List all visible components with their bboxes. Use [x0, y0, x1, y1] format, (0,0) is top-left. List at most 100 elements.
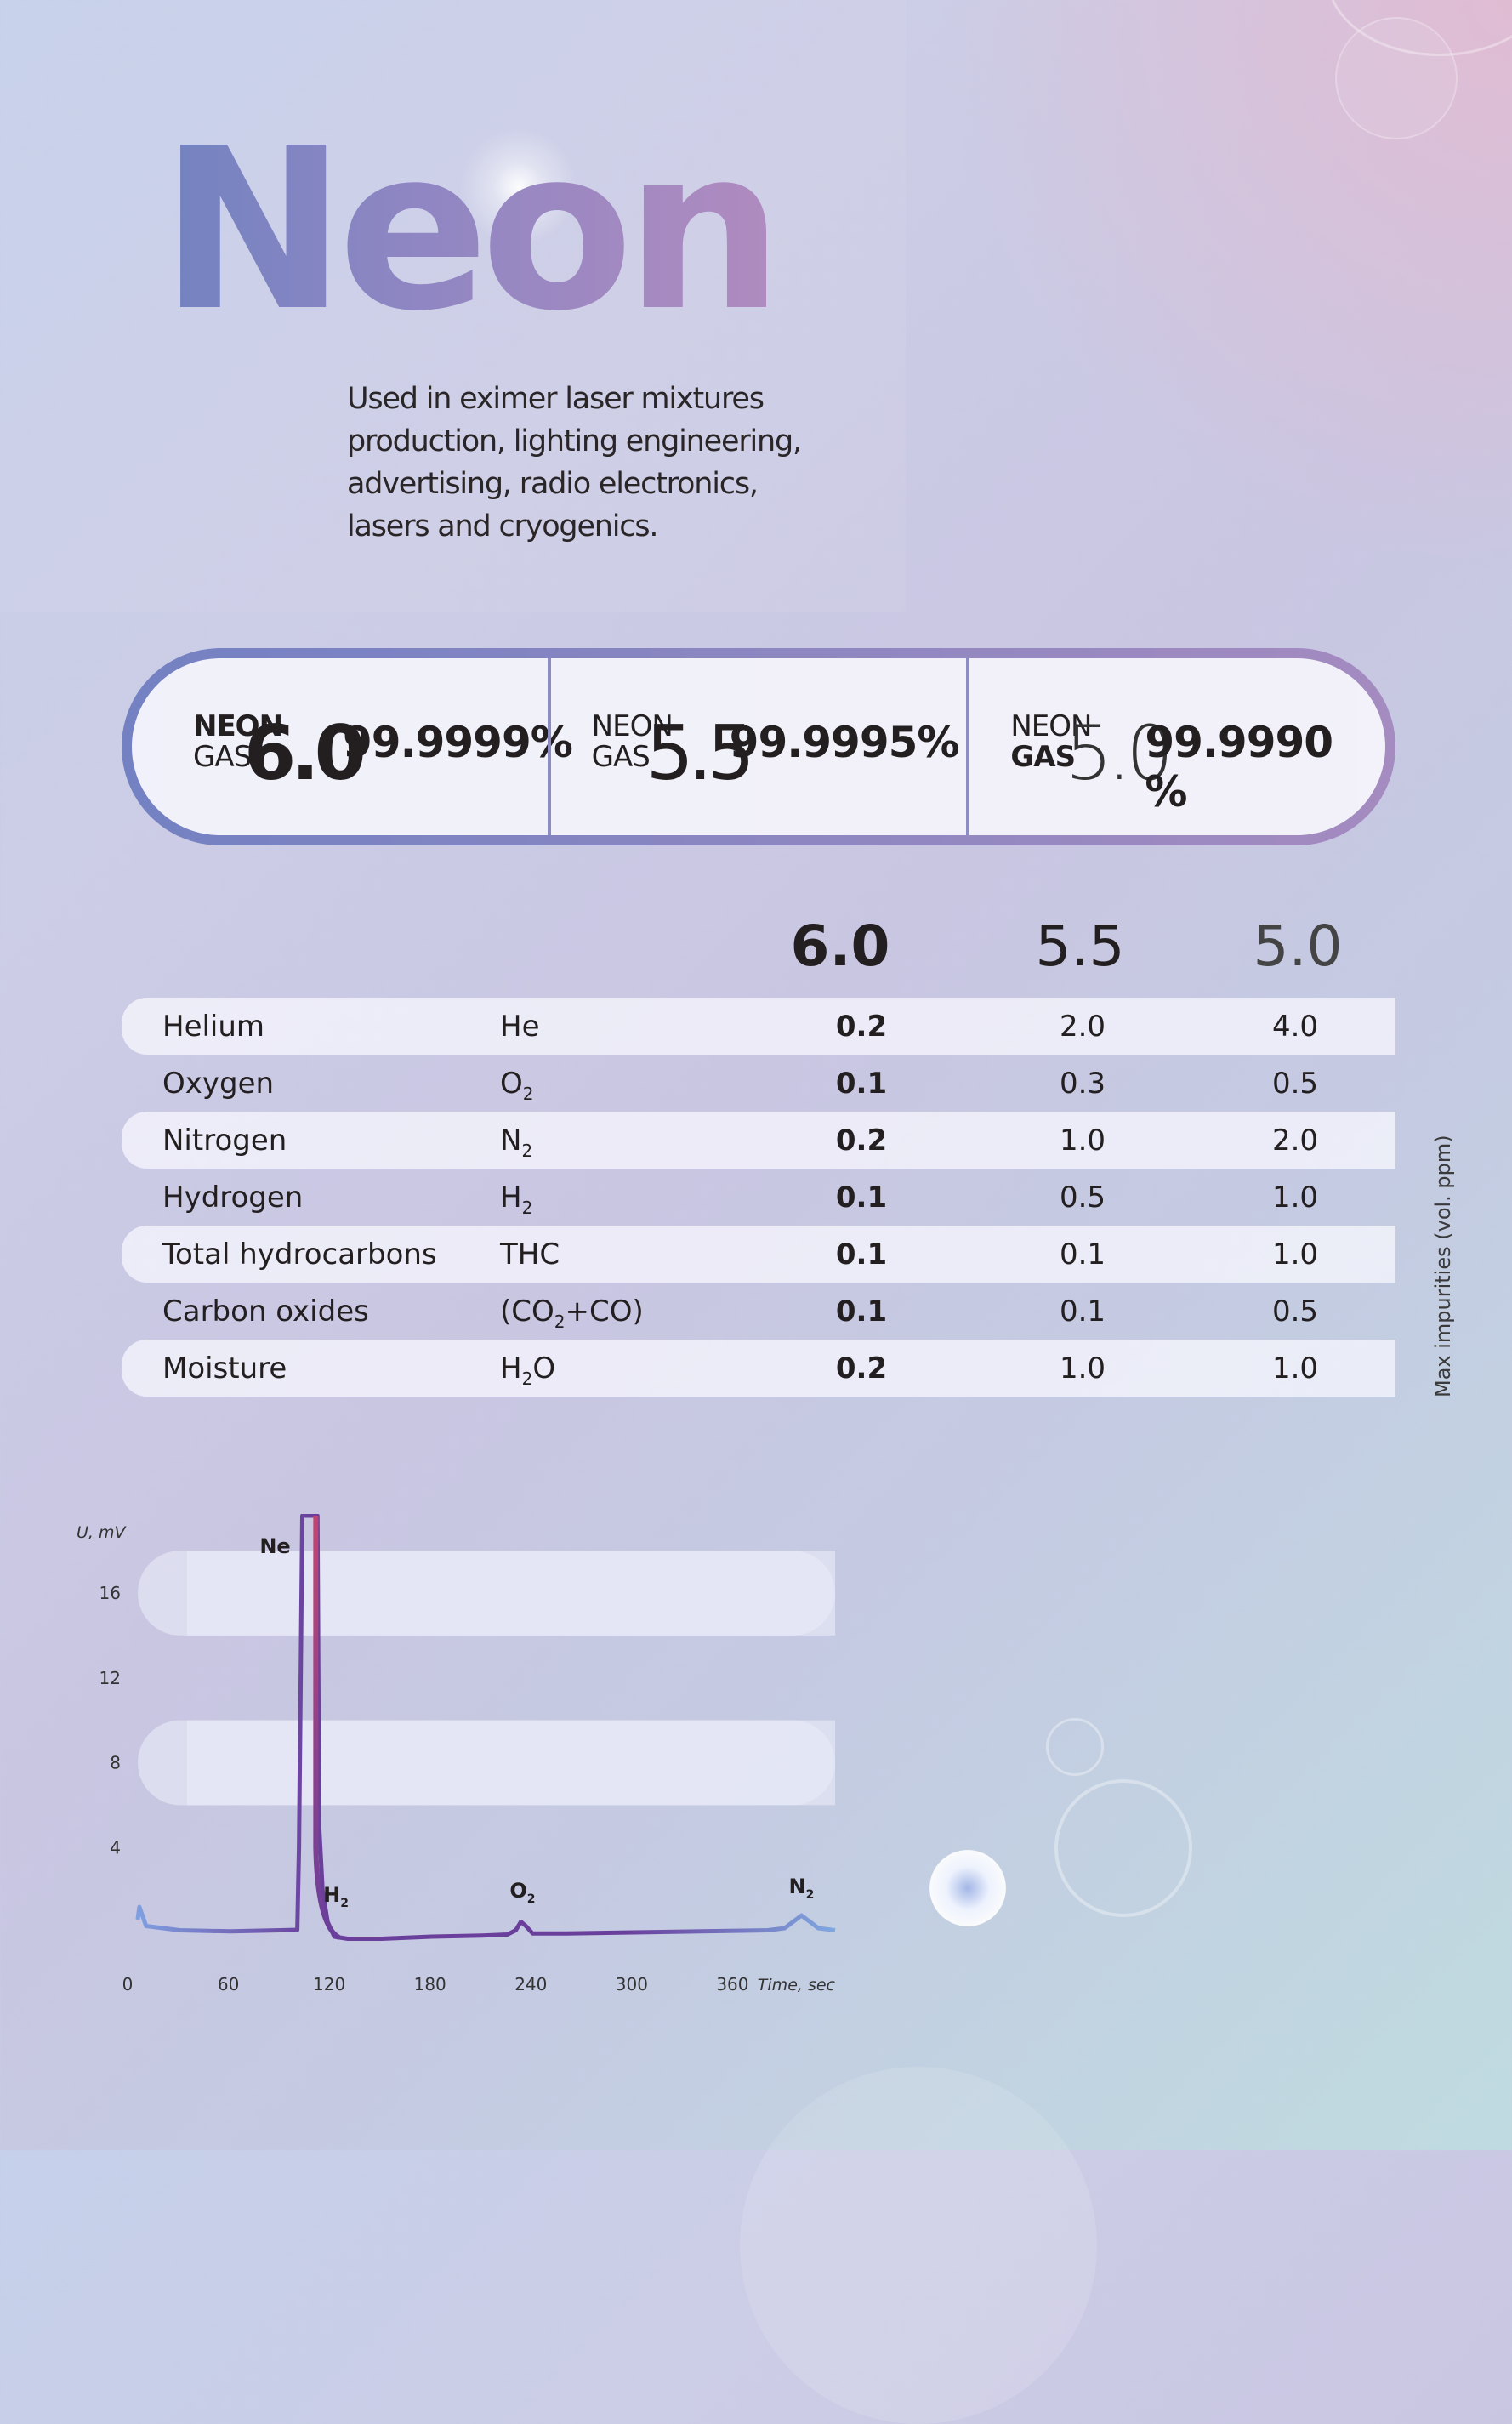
table-row: Helium He 0.2 2.0 4.0: [122, 998, 1395, 1055]
description-line: advertising, radio electronics,: [347, 467, 759, 501]
value-5-5: 0.1: [1059, 1238, 1106, 1272]
value-5-0: 0.5: [1271, 1067, 1319, 1101]
background-panel: [0, 0, 906, 612]
chromatogram-chart: 0 60 120 180 240 300 360 Time, sec 4 8 12 16 U, mV N…: [77, 1514, 836, 1994]
impurity-formula: H2: [500, 1181, 533, 1218]
grade-word-neon: NEON: [591, 709, 674, 743]
ne-peak-fall: [313, 1516, 341, 1940]
grade-number: 5.5: [645, 709, 755, 797]
table-row: Oxygen O2 0.1 0.3 0.5: [122, 1055, 1395, 1112]
purity-grades-panel: NEON GAS 6.0 99.9999% NEON GAS 5.5 99.99…: [122, 648, 1395, 845]
grade-6-0: NEON GAS 6.0 99.9999%: [132, 658, 573, 835]
peak-label-subscript: 2: [527, 1892, 536, 1906]
x-tick-label: 120: [313, 1974, 345, 1994]
description-line: lasers and cryogenics.: [347, 509, 658, 543]
impurity-formula: (CO2+CO): [500, 1295, 644, 1332]
impurity-formula: N2: [500, 1124, 533, 1161]
value-5-0: 4.0: [1271, 1010, 1319, 1044]
value-5-0: 1.0: [1271, 1181, 1319, 1215]
value-6-0: 0.1: [835, 1067, 888, 1101]
page-title: Neon: [160, 100, 783, 360]
grade-word-neon: NEON: [1010, 709, 1092, 743]
impurity-name: Helium: [162, 1010, 265, 1044]
x-axis-label: Time, sec: [758, 1976, 836, 1994]
value-5-5: 1.0: [1059, 1124, 1106, 1158]
column-header-6-0: 6.0: [790, 913, 890, 979]
grade-word-gas: GAS: [1010, 740, 1076, 774]
x-tick-label: 0: [122, 1974, 134, 1994]
impurity-name: Oxygen: [162, 1067, 275, 1101]
description-line: Used in eximer laser mixtures: [347, 382, 765, 416]
table-row: Carbon oxides (CO2+CO) 0.1 0.1 0.5: [122, 1283, 1395, 1340]
impurity-name: Total hydrocarbons: [162, 1238, 437, 1272]
impurity-formula: O2: [500, 1067, 534, 1104]
x-tick-label: 60: [218, 1974, 239, 1994]
grade-purity: 99.9999%: [343, 718, 573, 767]
x-tick-label: 240: [514, 1974, 547, 1994]
column-header-5-0: 5.0: [1253, 913, 1343, 979]
grid-band-fill: [187, 1551, 835, 1636]
impurities-table: Helium He 0.2 2.0 4.0 Oxygen O2 0.1 0.3 …: [122, 998, 1395, 1397]
grade-5-0: NEON GAS 5.0 99.9990 %: [966, 658, 1385, 835]
y-tick-label: 12: [99, 1668, 121, 1688]
bubble: [929, 1850, 1006, 1926]
value-5-5: 0.5: [1059, 1181, 1106, 1215]
x-tick-label: 300: [616, 1974, 648, 1994]
grid-band-fill: [187, 1720, 835, 1806]
impurity-formula: THC: [500, 1238, 560, 1272]
value-6-0: 0.1: [835, 1295, 888, 1329]
value-5-5: 0.3: [1059, 1067, 1106, 1101]
x-tick-label: 180: [414, 1974, 446, 1994]
value-5-0: 2.0: [1271, 1124, 1319, 1158]
table-row: Total hydrocarbons THC 0.1 0.1 1.0: [122, 1226, 1395, 1283]
y-tick-label: 8: [110, 1753, 121, 1773]
peak-label-subscript: 2: [340, 1897, 349, 1910]
product-description: Used in eximer laser mixtures production…: [347, 378, 823, 548]
value-6-0: 0.2: [835, 1351, 888, 1386]
grade-5-5: NEON GAS 5.5 99.9995%: [547, 658, 967, 835]
table-row: Hydrogen H2 0.1 0.5 1.0: [122, 1169, 1395, 1226]
value-6-0: 0.2: [835, 1010, 888, 1044]
y-tick-label: 16: [99, 1583, 121, 1603]
lens-flare: [459, 128, 578, 247]
value-5-0: 1.0: [1271, 1238, 1319, 1272]
peak-label: Ne: [259, 1534, 290, 1558]
x-tick-label: 360: [716, 1974, 748, 1994]
peak-label: H2: [323, 1883, 349, 1910]
value-6-0: 0.1: [835, 1181, 888, 1215]
value-5-5: 2.0: [1059, 1010, 1106, 1044]
grade-word-neon: NEON: [193, 709, 283, 743]
impurity-name: Carbon oxides: [162, 1295, 369, 1329]
value-5-5: 0.1: [1059, 1295, 1106, 1329]
column-header-5-5: 5.5: [1035, 913, 1125, 979]
bubble-ring: [1046, 1718, 1104, 1776]
max-impurities-label: Max impurities (vol. ppm): [1431, 1135, 1455, 1397]
table-row: Moisture H2O 0.2 1.0 1.0: [122, 1340, 1395, 1397]
impurity-name: Nitrogen: [162, 1124, 287, 1158]
description-line: production, lighting engineering,: [347, 424, 802, 458]
impurity-name: Moisture: [162, 1351, 287, 1386]
grade-number: 6.0: [244, 709, 367, 797]
value-6-0: 0.1: [835, 1238, 888, 1272]
grade-purity: 99.9990 %: [1145, 718, 1333, 817]
lens-flare-ring: [1335, 17, 1458, 139]
grade-word-gas: GAS: [591, 740, 651, 774]
bubble-ring: [1054, 1779, 1192, 1917]
y-axis-label: U, mV: [77, 1523, 127, 1542]
impurity-formula: He: [500, 1010, 540, 1044]
value-5-5: 1.0: [1059, 1351, 1106, 1386]
impurity-name: Hydrogen: [162, 1181, 304, 1215]
bottom-arc: [740, 2067, 1097, 2424]
grade-purity: 99.9995%: [729, 718, 960, 767]
y-tick-label: 4: [110, 1837, 121, 1858]
grade-word-gas: GAS: [193, 740, 252, 774]
grade-number: 5.0: [1065, 709, 1174, 797]
impurity-formula: H2O: [500, 1351, 556, 1389]
peak-label-subscript: 2: [806, 1888, 815, 1902]
peak-label: N2: [789, 1875, 815, 1902]
peak-label: O2: [509, 1879, 535, 1906]
value-6-0: 0.2: [835, 1124, 888, 1158]
value-5-0: 0.5: [1271, 1295, 1319, 1329]
table-row: Nitrogen N2 0.2 1.0 2.0: [122, 1112, 1395, 1169]
value-5-0: 1.0: [1271, 1351, 1319, 1386]
